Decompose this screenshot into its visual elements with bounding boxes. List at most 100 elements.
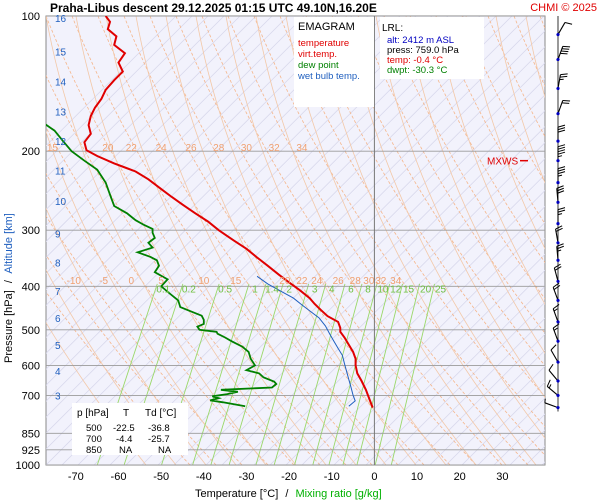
temperature-tick-label: 0 [371, 471, 377, 483]
background-grid-line [445, 365, 545, 465]
temperature-tick-label: 10 [411, 471, 423, 483]
background-grid-line [46, 16, 305, 274]
y-axis-label-separator: / [3, 279, 15, 283]
background-grid-line [429, 349, 545, 465]
altitude-tick-label: 9 [55, 229, 61, 240]
wind-barb-half-flag [553, 308, 558, 312]
mxws-label: MXWS [487, 157, 518, 168]
table-cell-p: 850 [86, 445, 102, 456]
wind-barb [556, 45, 571, 62]
wind-barb-flag [557, 171, 566, 175]
background-grid-line [46, 16, 241, 211]
background-grid-line [46, 16, 209, 179]
wind-barb [556, 73, 568, 91]
wind-barb-dot [556, 222, 560, 226]
dry-adiabat-line [539, 16, 545, 30]
pressure-tick-label: 500 [22, 325, 40, 337]
background-grid-line [46, 16, 481, 450]
wind-barb-dot [556, 159, 560, 163]
background-grid-line [590, 16, 600, 465]
wind-barb [544, 398, 560, 410]
table-cell-p: 500 [86, 423, 102, 434]
mixing-ratio-line [210, 283, 267, 465]
background-grid-line [574, 16, 600, 465]
wind-barb-flag [554, 266, 562, 271]
series-line-temperature [83, 16, 374, 408]
wind-barb-flag [557, 124, 566, 128]
table-cell-td: -25.7 [148, 434, 170, 445]
wind-barb-flag [557, 149, 566, 153]
wind-barb-flag [548, 363, 554, 371]
wind-barb [556, 21, 573, 37]
pressure-tick-label: 850 [22, 428, 40, 440]
lrl-title: LRL: [382, 23, 403, 34]
wind-barb-half-flag [548, 384, 552, 389]
background-grid-line [157, 78, 545, 465]
level-table: p [hPa] T Td [°C] 500 -22.5 -36.8 700 -4… [72, 403, 188, 456]
adiabat-label: 20 [279, 276, 291, 287]
moist-adiabat-line [46, 16, 267, 465]
temperature-tick-label: -70 [68, 471, 84, 483]
wind-barb-dot [556, 258, 560, 262]
temperature-tick-label: -60 [111, 471, 127, 483]
mixing-ratio-line [374, 283, 421, 465]
wind-barb-flag [552, 304, 560, 310]
wind-barb-staff [557, 22, 566, 35]
legend-item-dew-point: dew point [298, 60, 339, 71]
table-header-t: T [123, 408, 129, 419]
altitude-tick-label: 11 [55, 167, 66, 178]
y-axis-label: Pressure [hPa] / Altitude [km] [3, 213, 15, 363]
moist-adiabat-line [586, 16, 600, 465]
mixing-ratio-label: 10 [377, 285, 389, 296]
altitude-tick-label: 5 [55, 341, 61, 352]
wind-barb-dot [556, 360, 560, 364]
altitude-tick-label: 13 [55, 107, 67, 118]
wind-barb-flag [557, 127, 566, 131]
background-grid-line [317, 237, 545, 465]
pressure-tick-label: 925 [22, 445, 40, 457]
wind-barb-dot [556, 139, 560, 143]
background-grid-line [46, 16, 177, 147]
background-grid-line [413, 333, 545, 465]
adiabat-label: 22 [296, 276, 308, 287]
adiabat-label: 28 [350, 276, 362, 287]
mixing-ratio-label: 8 [365, 285, 371, 296]
adiabat-label: 22 [126, 143, 138, 154]
mixing-ratio-label: 15 [403, 285, 415, 296]
adiabat-label: 24 [156, 143, 168, 154]
series-line-dew-point [46, 123, 278, 408]
adiabat-label: 20 [102, 143, 114, 154]
wind-barb-dot [556, 339, 560, 343]
background-grid-line [253, 174, 545, 465]
mixing-ratio-label: 0.1 [156, 285, 170, 296]
mixing-ratio-label: 0.2 [182, 285, 196, 296]
lrl-temperature: temp: -0.4 °C [387, 55, 443, 66]
wind-barb [552, 323, 560, 343]
wind-barb [556, 124, 566, 143]
wind-barb-flag [564, 21, 573, 25]
wind-barb-flag [557, 146, 566, 150]
temperature-tick-label: -20 [281, 471, 297, 483]
wind-barb-dot [556, 86, 560, 91]
moist-adiabat-line [195, 16, 417, 465]
wind-barb-half-flag [544, 398, 546, 403]
wind-barb [555, 225, 563, 245]
background-grid-line [141, 62, 545, 465]
wind-barb-flag [555, 225, 563, 230]
series-line-wet-bulb-temp- [256, 275, 356, 407]
wind-barb-dot [556, 279, 560, 283]
mixing-ratio-label: 20 [420, 285, 432, 296]
mixing-ratio-line [294, 283, 346, 465]
wind-barb-flag [556, 245, 564, 250]
wind-barb-flag [561, 102, 570, 104]
mixing-ratio-line [356, 283, 403, 465]
wind-barb-half-flag [557, 155, 563, 158]
pressure-tick-label: 400 [22, 281, 40, 293]
temperature-tick-label: -10 [324, 471, 340, 483]
mixing-ratio-line [342, 283, 391, 465]
background-grid-line [237, 158, 545, 465]
lrl-pressure: press: 759.0 hPa [387, 45, 460, 56]
wind-barb-half-flag [553, 327, 558, 331]
pressure-tick-label: 200 [22, 146, 40, 158]
altitude-tick-label: 6 [55, 314, 61, 325]
